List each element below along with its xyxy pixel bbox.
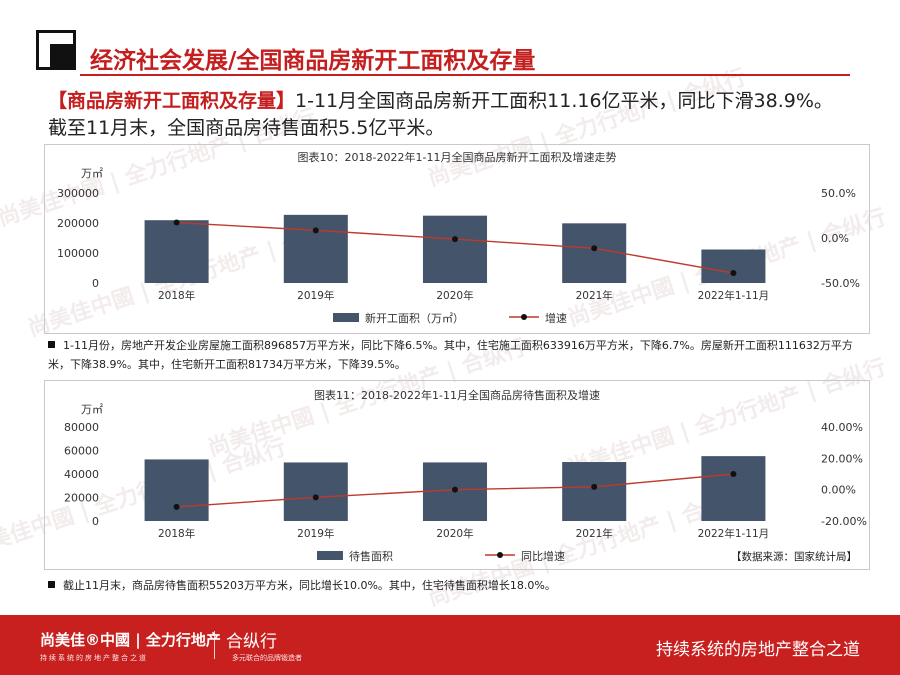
line-point: [173, 219, 180, 226]
legend-line-label: 同比增速: [521, 549, 565, 563]
line-point: [730, 471, 737, 477]
x-tick-label: 2020年: [436, 527, 473, 540]
line-point: [173, 503, 180, 510]
line-point: [591, 245, 598, 252]
footer-brand-sub: 持续系统的房地产整合之道: [40, 654, 148, 662]
y-right-tick-label: -50.0%: [821, 277, 860, 290]
chart-title: 图表11：2018-2022年1-11月全国商品房待售面积及增速: [314, 389, 600, 402]
intro-line-1: 1-11月全国商品房新开工面积11.16亿平米，同比下滑38.9%。: [295, 90, 833, 112]
y-left-tick-label: 80000: [64, 421, 99, 434]
line-point: [591, 483, 598, 490]
y-right-tick-label: 50.0%: [821, 187, 856, 200]
x-tick-label: 2021年: [576, 289, 613, 302]
bar: [422, 215, 488, 283]
y-left-tick-label: 0: [92, 277, 99, 290]
line-point: [312, 494, 319, 501]
data-source-label: 【数据来源：国家统计局】: [731, 550, 857, 563]
chart-canvas: 万㎡ 300000 200000 100000 0 50.0% 0.0% -50.0% 2018…: [57, 167, 860, 325]
y-left-tick-label: 0: [92, 515, 99, 528]
bullet-icon: [48, 341, 55, 348]
chart-new-construction: 图表10：2018-2022年1-11月全国商品房新开工面积及增速走势 万㎡ 30…: [44, 144, 870, 334]
bar: [562, 462, 627, 521]
x-tick-label: 2022年1-11月: [698, 289, 770, 302]
footer-separator: [214, 631, 215, 659]
line-point: [312, 227, 319, 234]
legend-line-marker: [497, 552, 503, 558]
line-point: [730, 270, 737, 277]
x-tick-label: 2020年: [436, 289, 473, 302]
bar: [701, 456, 766, 521]
y-left-tick-label: 40000: [64, 468, 99, 481]
note-text: 截止11月末，商品房待售面积55203万平方米，同比增长10.0%。其中，住宅待…: [63, 579, 556, 592]
y-axis-unit: 万㎡: [81, 167, 103, 180]
bar: [283, 462, 348, 521]
x-tick-label: 2021年: [576, 527, 613, 540]
y-left-tick-label: 100000: [57, 247, 99, 260]
note-text: 1-11月份，房地产开发企业房屋施工面积896857万平方米，同比下降6.5%。…: [48, 339, 853, 371]
y-left-tick-label: 300000: [57, 187, 99, 200]
footer-slogan: 持续系统的房地产整合之道: [656, 640, 860, 660]
intro-tag: 【商品房新开工面积及存量】: [48, 90, 296, 112]
legend-line-marker: [521, 314, 527, 320]
bar: [144, 459, 209, 521]
footer-bar: 尚美佳®中國 | 全力行地产 持续系统的房地产整合之道 合纵行 多元联合的品牌锻…: [0, 615, 900, 675]
bar: [283, 214, 348, 283]
x-tick-label: 2022年1-11月: [698, 527, 770, 540]
y-left-tick-label: 20000: [64, 492, 99, 505]
legend-bar-label: 待售面积: [349, 549, 393, 563]
bullet-icon: [48, 581, 55, 588]
x-tick-label: 2019年: [297, 527, 334, 540]
chart-canvas: 万㎡ 80000 60000 40000 20000 0 40.00% 20.00% 0.00%…: [64, 403, 867, 563]
y-right-tick-label: -20.00%: [821, 515, 867, 528]
x-tick-label: 2019年: [297, 289, 334, 302]
line-point: [452, 236, 458, 243]
y-right-tick-label: 40.00%: [821, 421, 863, 434]
y-right-tick-label: 0.0%: [821, 232, 849, 245]
note-inventory: 截止11月末，商品房待售面积55203万平方米，同比增长10.0%。其中，住宅待…: [48, 576, 868, 595]
page-title: 经济社会发展/全国商品房新开工面积及存量: [90, 48, 536, 74]
y-left-tick-label: 200000: [57, 217, 99, 230]
bar: [144, 220, 209, 283]
intro-line-2: 截至11月末，全国商品房待售面积5.5亿平米。: [48, 117, 445, 139]
note-construction: 1-11月份，房地产开发企业房屋施工面积896857万平方米，同比下降6.5%。…: [48, 336, 868, 374]
y-left-tick-label: 60000: [64, 445, 99, 458]
footer-brand: 尚美佳®中國 | 全力行地产: [40, 631, 221, 649]
bar: [562, 223, 627, 283]
chart-title: 图表10：2018-2022年1-11月全国商品房新开工面积及增速走势: [297, 151, 617, 164]
header-logo-mark: [36, 30, 76, 70]
line-point: [452, 486, 458, 493]
x-tick-label: 2018年: [158, 527, 195, 540]
x-tick-label: 2018年: [158, 289, 195, 302]
y-right-tick-label: 0.00%: [821, 484, 856, 497]
y-axis-unit: 万㎡: [81, 403, 103, 416]
legend-bar-swatch: [317, 551, 343, 560]
y-right-tick-label: 20.00%: [821, 452, 863, 465]
title-divider: [80, 74, 850, 76]
bar: [701, 249, 766, 283]
footer-brand-2-sub: 多元联合的品牌锻造者: [232, 654, 302, 662]
chart-unsold-inventory: 图表11：2018-2022年1-11月全国商品房待售面积及增速 万㎡ 80000…: [44, 380, 870, 570]
legend-bar-swatch: [333, 313, 359, 322]
legend-bar-label: 新开工面积（万㎡）: [365, 311, 464, 325]
intro-paragraph: 【商品房新开工面积及存量】1-11月全国商品房新开工面积11.16亿平米，同比下…: [48, 88, 868, 142]
footer-brand-2: 合纵行: [226, 632, 277, 652]
legend-line-label: 增速: [545, 311, 567, 325]
